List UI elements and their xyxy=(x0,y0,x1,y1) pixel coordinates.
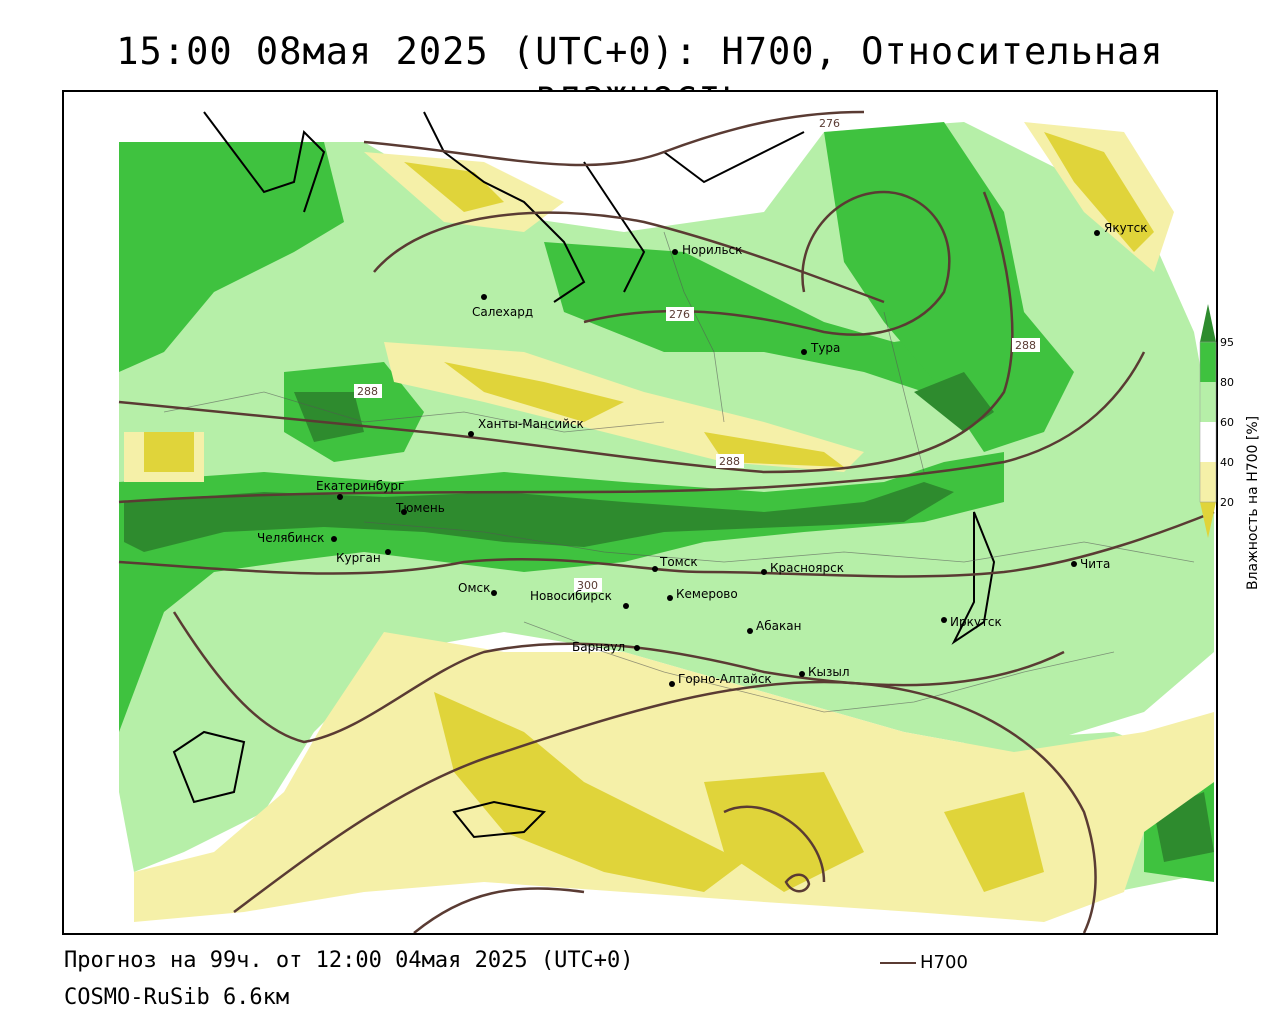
legend-title: Влажность на H700 [%] xyxy=(1245,415,1261,590)
city-dot xyxy=(652,566,658,572)
model-info: COSMO-RuSib 6.6км xyxy=(64,985,290,1010)
forecast-info: Прогноз на 99ч. от 12:00 04мая 2025 (UTC… xyxy=(64,948,634,973)
city-label: Курган xyxy=(336,551,381,565)
legend-arrow-bottom xyxy=(1200,502,1216,538)
contour-label: 288 xyxy=(719,455,740,468)
legend-band-40 xyxy=(1200,462,1216,502)
city-dot xyxy=(669,681,675,687)
legend-tick: 40 xyxy=(1220,456,1234,469)
city-label: Екатеринбург xyxy=(316,479,404,493)
city-dot xyxy=(1071,561,1077,567)
city-label: Норильск xyxy=(682,243,742,257)
map-frame: 276 276 288 288 288 300 Якутск Норильск … xyxy=(62,90,1218,935)
contour-key-swatch xyxy=(880,962,916,964)
city-label: Красноярск xyxy=(770,561,844,575)
city-label: Горно-Алтайск xyxy=(678,672,772,686)
city-label: Якутск xyxy=(1104,221,1148,235)
city-label: Челябинск xyxy=(257,531,324,545)
city-dot xyxy=(667,595,673,601)
contour-label: 288 xyxy=(357,385,378,398)
city-label: Иркутск xyxy=(950,615,1002,629)
city-label: Салехард xyxy=(472,305,533,319)
city-label: Томск xyxy=(659,555,698,569)
legend-tick: 20 xyxy=(1220,496,1234,509)
city-dot xyxy=(1094,230,1100,236)
contour-label: 276 xyxy=(669,308,690,321)
humidity-zone-0 xyxy=(144,132,1154,892)
h700-contours xyxy=(118,110,1215,933)
city-label: Чита xyxy=(1080,557,1110,571)
legend-tick: 95 xyxy=(1220,336,1234,349)
contour-labels: 276 276 288 288 288 300 xyxy=(354,116,1040,592)
city-label: Новосибирск xyxy=(530,589,612,603)
humidity-map: 276 276 288 288 288 300 Якутск Норильск … xyxy=(64,92,1216,933)
city-label: Абакан xyxy=(756,619,801,633)
city-dot xyxy=(761,569,767,575)
legend-band-60 xyxy=(1200,422,1216,462)
humidity-legend: 95 80 60 40 20 xyxy=(1199,304,1234,538)
city-dot xyxy=(481,294,487,300)
city-dot xyxy=(799,671,805,677)
legend-band-95 xyxy=(1200,342,1216,382)
cities: Якутск Норильск Салехард Тура Ханты-Манс… xyxy=(257,221,1148,687)
city-label: Кемерово xyxy=(676,587,738,601)
region-borders xyxy=(163,231,1195,713)
city-label: Омск xyxy=(458,581,490,595)
city-dot xyxy=(634,645,640,651)
city-dot xyxy=(385,549,391,555)
legend-band-80 xyxy=(1200,382,1216,422)
city-dot xyxy=(801,349,807,355)
city-label: Барнаул xyxy=(572,640,625,654)
city-dot xyxy=(623,603,629,609)
city-dot xyxy=(491,590,497,596)
legend-tick: 80 xyxy=(1220,376,1234,389)
city-dot xyxy=(468,431,474,437)
city-dot xyxy=(941,617,947,623)
coastlines xyxy=(172,111,996,839)
city-dot xyxy=(672,249,678,255)
city-label: Тура xyxy=(810,341,840,355)
contour-key-label: H700 xyxy=(920,952,968,973)
contour-key: H700 xyxy=(880,952,968,973)
contour-label: 288 xyxy=(1015,339,1036,352)
city-dot xyxy=(747,628,753,634)
city-dot xyxy=(401,509,407,515)
legend-tick: 60 xyxy=(1220,416,1234,429)
contour-label: 276 xyxy=(819,117,840,130)
city-label: Ханты-Мансийск xyxy=(478,417,584,431)
legend-arrow-top xyxy=(1200,304,1216,342)
city-label: Кызыл xyxy=(808,665,850,679)
contour-label: 300 xyxy=(577,579,598,592)
city-dot xyxy=(331,536,337,542)
city-dot xyxy=(337,494,343,500)
city-label: Тюмень xyxy=(395,501,445,515)
